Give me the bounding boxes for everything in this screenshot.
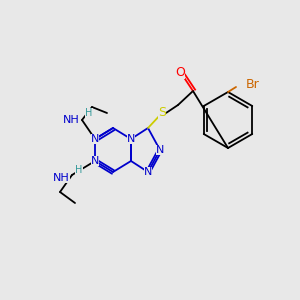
Text: N: N — [127, 134, 135, 144]
Text: S: S — [158, 106, 166, 119]
Text: H: H — [75, 165, 83, 175]
Text: NH: NH — [63, 115, 80, 125]
Text: N: N — [91, 156, 99, 166]
Text: N: N — [156, 145, 164, 155]
Text: Br: Br — [246, 79, 260, 92]
Text: H: H — [85, 108, 93, 118]
Text: N: N — [91, 134, 99, 144]
Text: O: O — [175, 65, 185, 79]
Text: NH: NH — [53, 173, 70, 183]
Text: N: N — [144, 167, 152, 177]
